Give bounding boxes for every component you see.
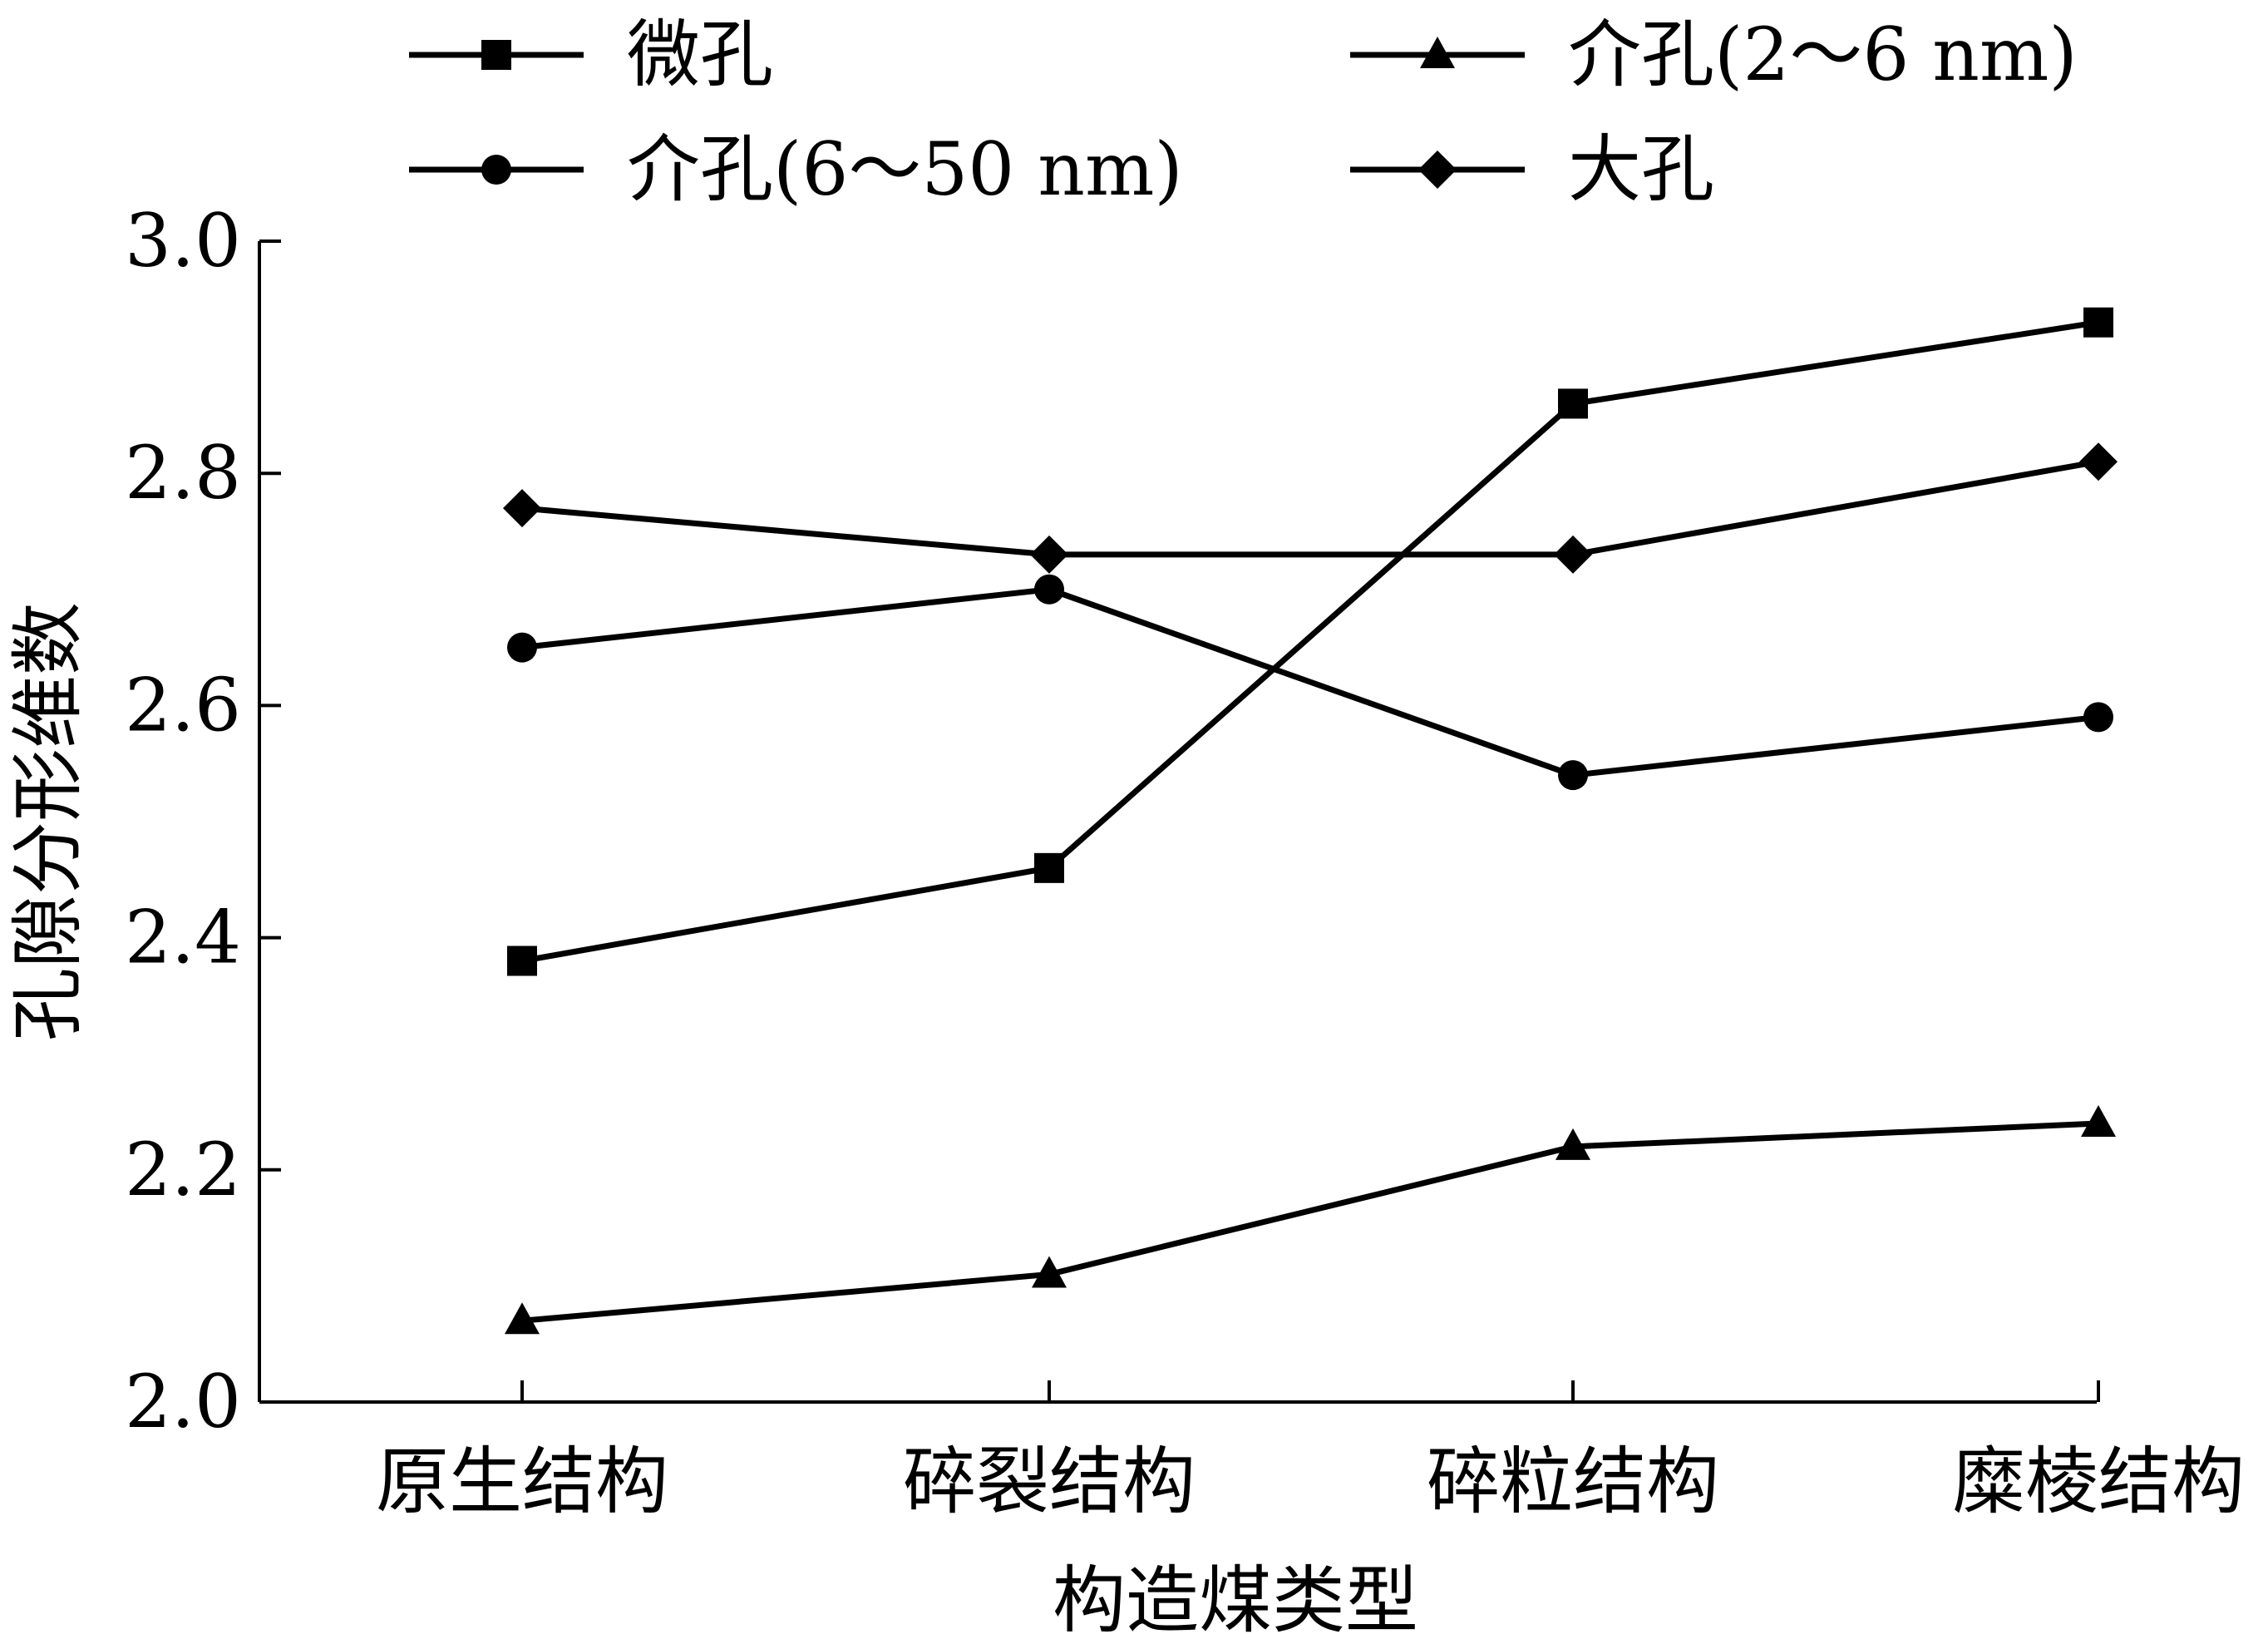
data-point-circle [507,632,537,663]
x-tick-label: 原生结构 [376,1439,668,1524]
y-ticks: 2.0 2.2 2.4 2.6 2.8 3.0 [125,198,281,1444]
x-ticks: 原生结构 碎裂结构 碎粒结构 糜棱结构 [376,1380,2245,1524]
data-point-diamond [503,489,541,528]
data-point-circle [1558,760,1588,791]
data-point-circle [2083,702,2113,733]
legend-label: 介孔(6～50 nm) [627,126,1183,212]
data-point-diamond [2079,442,2118,481]
legend-label: 大孔 [1568,126,1714,212]
data-point-triangle [1032,1256,1067,1288]
x-tick-label: 糜棱结构 [1952,1439,2245,1524]
legend-item: 介孔(6～50 nm) [409,126,1183,212]
y-tick-label: 2.6 [125,662,241,748]
series-lines [521,319,2099,1324]
legend-label: 介孔(2～6 nm) [1568,12,2078,97]
series-line-diamond [521,458,2099,558]
y-tick-label: 2.0 [125,1359,241,1444]
series-line-triangle [521,1120,2099,1324]
legend-item: 微孔 [409,12,773,97]
x-axis-title: 构造煤类型 [1053,1558,1418,1643]
y-tick-label: 3.0 [125,198,241,284]
data-point-square [2083,307,2113,338]
series-markers [503,307,2118,1335]
axes [258,241,2097,1404]
legend-label: 微孔 [627,12,773,97]
legend-marker-triangle [1420,37,1455,68]
x-tick-label: 碎粒结构 [1427,1439,1719,1524]
y-axis-title: 孔隙分形维数 [5,602,91,1041]
y-tick-label: 2.8 [125,430,241,516]
data-point-square [1558,388,1588,419]
legend-item: 介孔(2～6 nm) [1350,12,2078,97]
x-tick-label: 碎裂结构 [903,1439,1196,1524]
series-line-square [521,319,2099,964]
legend-marker-circle [481,155,511,185]
data-point-diamond [1030,535,1068,574]
series-line-circle [521,586,2099,778]
legend-item: 大孔 [1350,126,1714,212]
data-point-triangle [2081,1104,2116,1137]
data-point-square [507,945,537,976]
legend-marker-diamond [1418,151,1457,189]
data-point-triangle [1556,1128,1590,1160]
legend-marker-square [481,40,511,70]
data-point-diamond [1554,535,1592,574]
y-tick-label: 2.2 [125,1127,241,1212]
data-point-square [1034,852,1064,883]
legend: 微孔 介孔(2～6 nm) 介孔(6～50 nm) 大孔 [409,12,2078,212]
data-point-circle [1034,574,1064,605]
data-point-triangle [505,1302,540,1335]
y-tick-label: 2.4 [125,895,241,980]
